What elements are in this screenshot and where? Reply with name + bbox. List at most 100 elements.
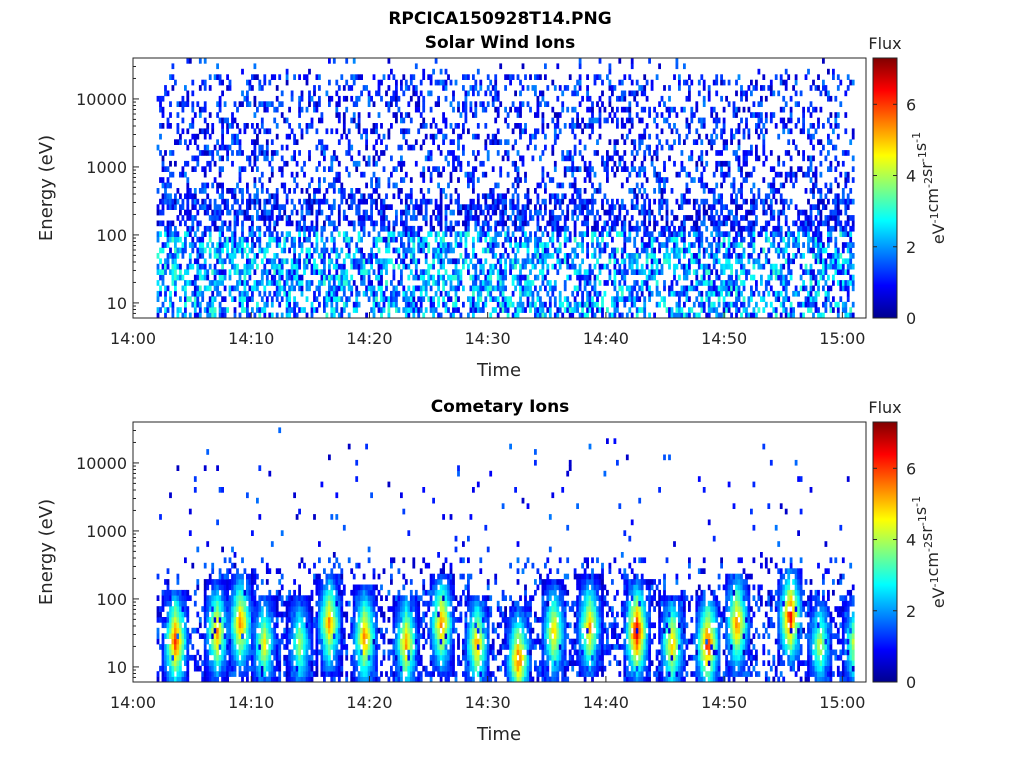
heatmap-cell: [365, 182, 368, 189]
heatmap-cell: [524, 307, 527, 313]
heatmap-cell: [735, 204, 738, 210]
heatmap-cell: [345, 95, 349, 102]
heatmap-cell: [350, 220, 354, 227]
heatmap-cell: [387, 101, 391, 107]
heatmap-cell: [258, 280, 262, 286]
heatmap-cell: [293, 139, 296, 145]
heatmap-cell: [717, 215, 721, 221]
heatmap-cell: [169, 247, 172, 254]
heatmap-cell: [697, 312, 701, 319]
heatmap-cell: [186, 160, 190, 167]
heatmap-cell: [620, 285, 624, 292]
heatmap-cell: [186, 188, 190, 194]
heatmap-cell: [241, 253, 244, 259]
heatmap-cell: [623, 296, 627, 302]
heatmap-cell: [193, 215, 197, 221]
heatmap-cell: [293, 150, 296, 156]
heatmap-cell: [439, 188, 443, 194]
heatmap-cell: [385, 144, 388, 151]
heatmap-cell: [685, 215, 689, 221]
heatmap-cell: [454, 269, 458, 275]
heatmap-cell: [558, 301, 562, 308]
heatmap-cell: [697, 90, 701, 97]
heatmap-cell: [476, 220, 480, 227]
heatmap-cell: [372, 296, 376, 302]
heatmap-cell: [462, 220, 465, 227]
heatmap-cell: [352, 198, 356, 205]
heatmap-cell: [630, 188, 634, 194]
heatmap-cell: [260, 101, 264, 107]
heatmap-cell: [596, 242, 599, 248]
heatmap-cell: [188, 58, 192, 64]
heatmap-cell: [469, 198, 473, 205]
heatmap-cell: [347, 280, 351, 286]
heatmap-cell: [179, 269, 182, 275]
heatmap-cell: [611, 106, 614, 113]
heatmap-cell: [548, 285, 552, 292]
heatmap-cell: [710, 144, 714, 151]
heatmap-cell: [561, 198, 565, 205]
heatmap-cell: [598, 117, 602, 124]
heatmap-cell: [556, 123, 560, 129]
heatmap-cell: [586, 296, 589, 302]
heatmap-cell: [439, 209, 443, 216]
heatmap-cell: [576, 215, 579, 221]
heatmap-cell: [596, 225, 599, 232]
heatmap-cell: [179, 220, 182, 227]
heatmap-cell: [630, 290, 634, 297]
heatmap-cell: [663, 285, 666, 292]
heatmap-cell: [372, 242, 376, 248]
heatmap-cell: [688, 198, 691, 205]
heatmap-cell: [305, 263, 309, 270]
heatmap-cell: [732, 198, 736, 205]
heatmap-cell: [342, 301, 346, 308]
heatmap-cell: [732, 101, 736, 107]
heatmap-cell: [722, 242, 726, 248]
heatmap-cell: [400, 166, 403, 172]
heatmap-cell: [164, 285, 167, 292]
heatmap-cell: [725, 95, 728, 102]
heatmap-cell: [481, 231, 485, 237]
heatmap-cell: [499, 258, 503, 265]
heatmap-cell: [519, 263, 522, 270]
heatmap-cell: [742, 307, 746, 313]
heatmap-cell: [635, 220, 639, 227]
heatmap-cell: [509, 79, 512, 86]
heatmap-cell: [404, 79, 408, 86]
panel-title: Solar Wind Ions: [425, 33, 576, 53]
heatmap-cell: [494, 253, 498, 259]
heatmap-cell: [288, 285, 291, 292]
heatmap-cell: [400, 155, 403, 162]
heatmap-cell: [265, 274, 269, 281]
heatmap-cell: [653, 258, 656, 265]
heatmap-cell: [668, 112, 671, 118]
heatmap-cell: [323, 198, 326, 205]
heatmap-cell: [422, 171, 426, 178]
heatmap-cell: [745, 177, 748, 183]
heatmap-cell: [280, 144, 284, 151]
heatmap-cell: [613, 296, 617, 302]
heatmap-cell: [722, 307, 726, 313]
heatmap-cell: [395, 101, 398, 107]
heatmap-cell: [335, 247, 339, 254]
heatmap-cell: [457, 204, 460, 210]
heatmap-cell: [362, 85, 366, 91]
heatmap-cell: [774, 274, 778, 281]
heatmap-cell: [519, 269, 522, 275]
heatmap-cell: [191, 242, 195, 248]
heatmap-cell: [556, 182, 560, 189]
heatmap-cell: [563, 242, 567, 248]
heatmap-cell: [653, 274, 656, 281]
heatmap-cell: [179, 133, 182, 140]
heatmap-cell: [427, 247, 431, 254]
heatmap-cell: [717, 220, 721, 227]
heatmap-cell: [390, 231, 393, 237]
heatmap-cell: [161, 269, 165, 275]
heatmap-cell: [295, 225, 299, 232]
heatmap-cell: [531, 215, 535, 221]
heatmap-cell: [328, 263, 331, 270]
heatmap-cell: [231, 242, 234, 248]
heatmap-cell: [588, 117, 592, 124]
heatmap-cell: [258, 128, 262, 135]
heatmap-cell: [752, 85, 756, 91]
